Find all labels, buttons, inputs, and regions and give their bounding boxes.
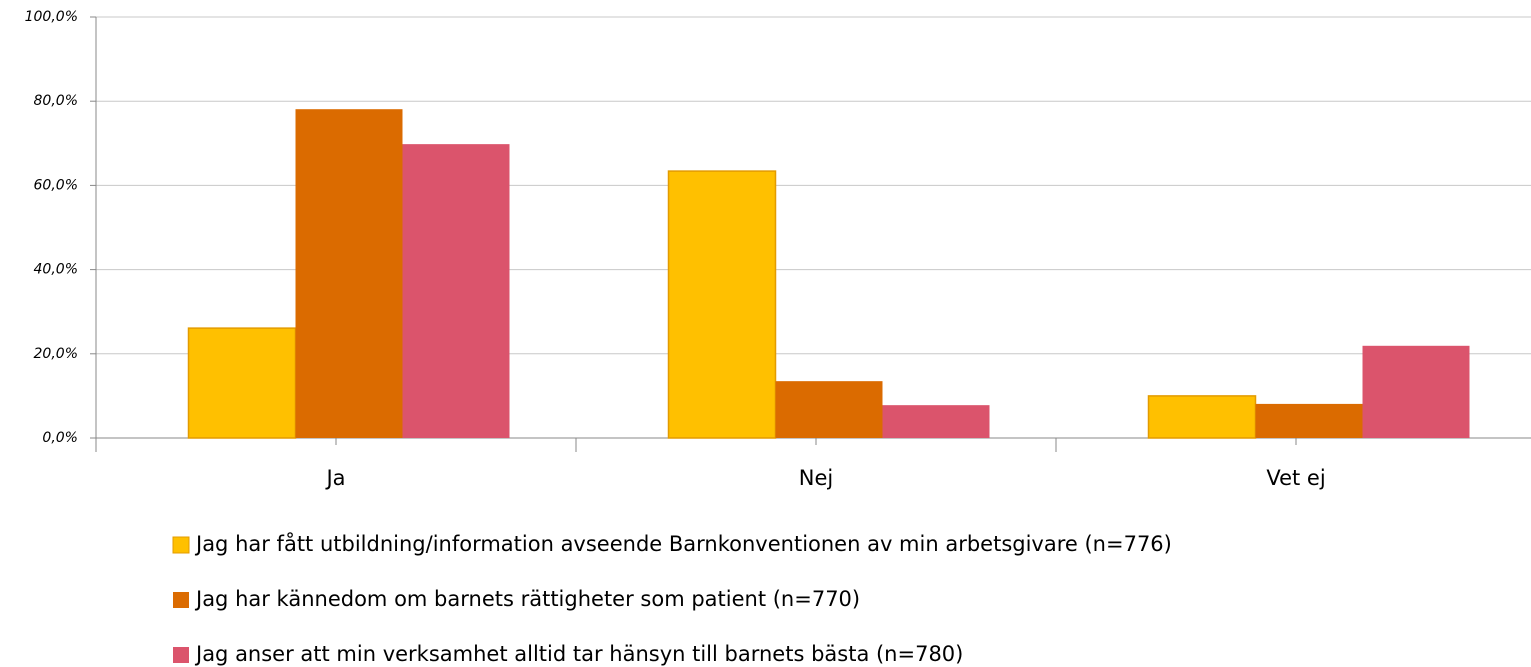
y-tick-label: 80,0%: [34, 93, 78, 109]
y-tick-label: 40,0%: [34, 262, 78, 278]
bar: [295, 109, 403, 438]
y-tick-label: 20,0%: [34, 346, 78, 362]
bar: [187, 327, 297, 439]
legend-label: Jag har kännedom om barnets rättigheter …: [194, 587, 860, 611]
y-tick-label: 100,0%: [25, 9, 78, 25]
bar: [1362, 345, 1470, 438]
y-tick-label: 0,0%: [42, 430, 78, 446]
bar: [1255, 403, 1363, 438]
legend-label: Jag har fått utbildning/information avse…: [194, 531, 1172, 556]
y-tick-label: 60,0%: [34, 177, 78, 193]
legend-swatch: [173, 647, 189, 663]
bar: [402, 144, 510, 438]
x-tick-label: Nej: [799, 466, 833, 490]
legend-label: Jag anser att min verksamhet alltid tar …: [194, 642, 963, 666]
x-tick-label: Ja: [324, 466, 345, 490]
bar: [775, 381, 883, 438]
legend-swatch: [173, 592, 189, 608]
bar: [882, 405, 990, 438]
x-tick-label: Vet ej: [1266, 466, 1325, 490]
bar: [667, 170, 777, 439]
legend-swatch: [172, 536, 190, 554]
bar: [1147, 395, 1257, 439]
